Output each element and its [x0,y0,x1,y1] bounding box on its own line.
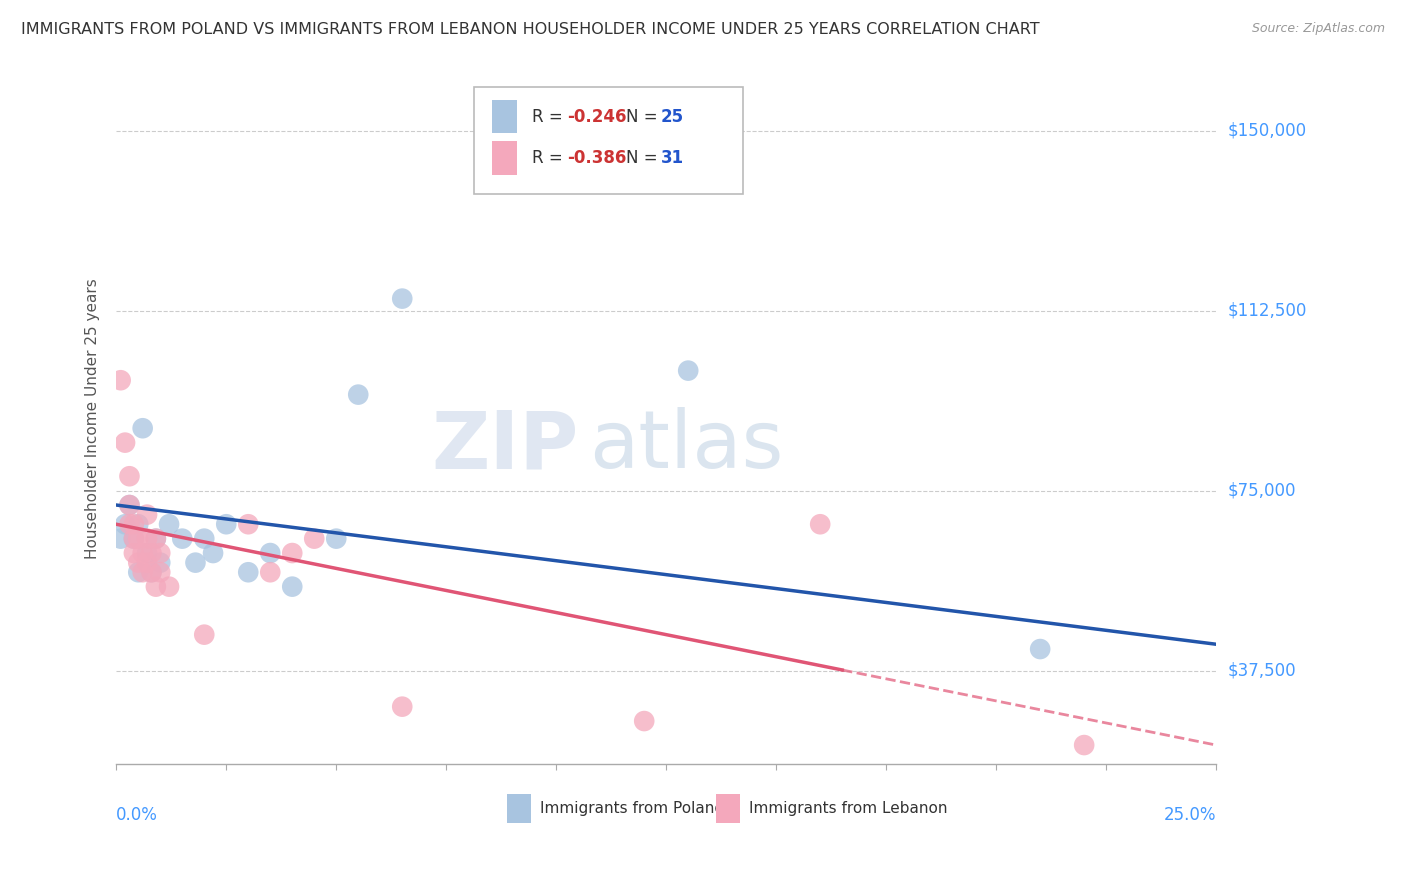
Point [114,435,136,450]
Text: 25.0%: 25.0% [1164,805,1216,823]
Point [145,532,167,546]
Point [141,566,163,580]
Point [391,292,413,306]
Point [122,546,145,560]
Text: N =: N = [626,108,662,126]
Point [131,546,153,560]
Text: Source: ZipAtlas.com: Source: ZipAtlas.com [1251,22,1385,36]
Point [131,421,153,435]
Point [1029,642,1052,657]
FancyBboxPatch shape [492,142,516,175]
Text: R =: R = [531,108,568,126]
Point [184,556,207,570]
Point [172,532,194,546]
Point [157,517,180,532]
Text: 31: 31 [661,149,683,167]
Point [633,714,655,728]
Text: IMMIGRANTS FROM POLAND VS IMMIGRANTS FROM LEBANON HOUSEHOLDER INCOME UNDER 25 YE: IMMIGRANTS FROM POLAND VS IMMIGRANTS FRO… [21,22,1039,37]
Point [141,546,163,560]
Text: -0.246: -0.246 [567,108,627,126]
Text: 0.0%: 0.0% [117,805,157,823]
Point [259,566,281,580]
Point [136,508,159,522]
Point [391,699,413,714]
Point [118,498,141,512]
FancyBboxPatch shape [492,100,516,133]
Text: -0.386: -0.386 [567,149,627,167]
Point [141,566,163,580]
Text: Immigrants from Lebanon: Immigrants from Lebanon [749,801,948,816]
Point [136,546,159,560]
Text: 25: 25 [661,108,683,126]
Text: ZIP: ZIP [432,408,578,485]
Point [118,517,141,532]
Text: R =: R = [531,149,568,167]
Point [122,532,145,546]
Point [149,546,172,560]
Point [215,517,238,532]
Point [202,546,225,560]
Point [127,566,149,580]
FancyBboxPatch shape [506,794,531,823]
Point [145,580,167,594]
Text: N =: N = [626,149,662,167]
Point [281,546,304,560]
Point [114,517,136,532]
Point [127,556,149,570]
Text: atlas: atlas [589,408,783,485]
Point [808,517,831,532]
Point [127,532,149,546]
Point [325,532,347,546]
Point [122,517,145,532]
Point [149,556,172,570]
Point [238,517,260,532]
Point [676,363,699,377]
Text: $37,500: $37,500 [1227,662,1296,680]
Point [157,580,180,594]
Point [118,469,141,483]
Text: $150,000: $150,000 [1227,121,1306,139]
Y-axis label: Householder Income Under 25 years: Householder Income Under 25 years [86,278,100,559]
Point [238,566,260,580]
Point [347,387,370,401]
Point [127,517,149,532]
Point [304,532,326,546]
Point [1073,738,1095,752]
FancyBboxPatch shape [716,794,740,823]
Point [193,532,215,546]
Point [131,566,153,580]
Point [145,532,167,546]
Point [118,498,141,512]
Text: $75,000: $75,000 [1227,482,1296,500]
Text: $112,500: $112,500 [1227,301,1306,319]
Text: Immigrants from Poland: Immigrants from Poland [540,801,724,816]
Point [259,546,281,560]
Point [193,627,215,641]
Point [122,532,145,546]
Point [136,532,159,546]
Point [110,373,132,387]
Point [110,532,132,546]
Point [149,566,172,580]
FancyBboxPatch shape [474,87,744,194]
Point [281,580,304,594]
Point [136,556,159,570]
